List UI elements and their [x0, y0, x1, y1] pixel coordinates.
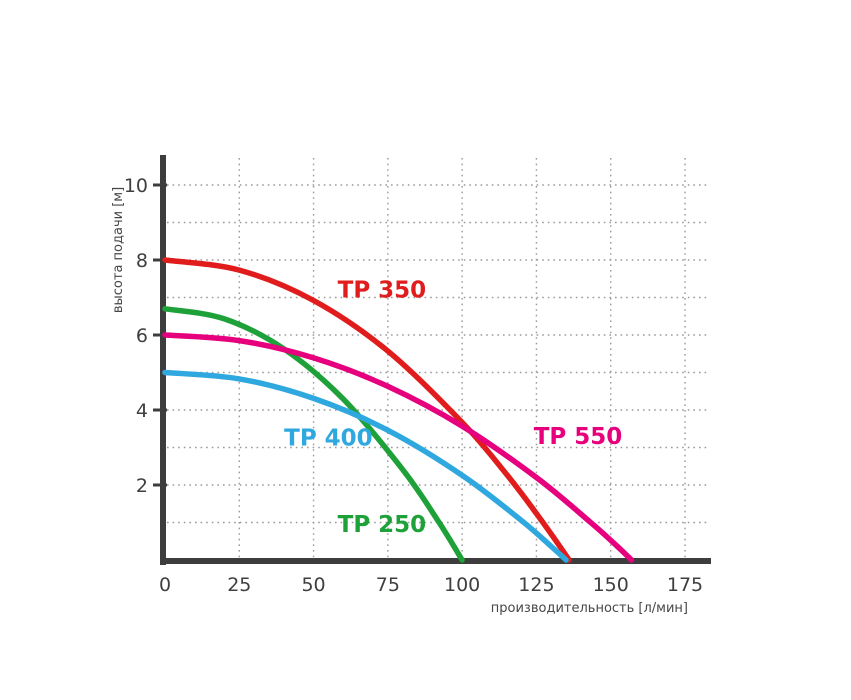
x-axis-ticks: 0 25 50 75 100 125 150 175: [159, 574, 703, 596]
y-tick-label: 10: [124, 175, 148, 197]
x-tick-label: 175: [667, 574, 703, 596]
x-tick-label: 100: [444, 574, 480, 596]
curve-TP-350: [162, 257, 572, 563]
x-tick-label: 125: [518, 574, 554, 596]
x-axis-title: производительность [л/мин]: [491, 601, 688, 616]
y-tick-label: 2: [136, 475, 148, 497]
x-tick-label: 0: [159, 574, 171, 596]
curve-TP-250: [162, 306, 465, 563]
x-axis-line: [160, 558, 711, 564]
y-tick-label: 4: [136, 400, 148, 422]
y-tick-label: 6: [136, 325, 148, 347]
x-tick-label: 75: [376, 574, 400, 596]
y-axis-line: [160, 155, 166, 565]
x-tick-label: 25: [227, 574, 251, 596]
x-tick-label: 150: [593, 574, 629, 596]
series-label-TP-550: TP 550: [534, 424, 623, 450]
series-label-TP-250: TP 250: [338, 512, 427, 538]
y-tick-label: 8: [136, 250, 148, 272]
x-tick-label: 50: [301, 574, 325, 596]
curve-TP-400: [162, 369, 569, 563]
series-label-TP-350: TP 350: [338, 278, 427, 304]
curve-TP-550: [162, 332, 635, 563]
series-curves: [162, 257, 635, 563]
y-axis-title: высота подачи [м]: [111, 187, 126, 313]
series-label-TP-400: TP 400: [284, 426, 373, 452]
axes: [160, 155, 711, 565]
gridlines: [167, 158, 708, 559]
series-labels: TP 350 TP 250 TP 550 TP 400: [284, 278, 622, 538]
